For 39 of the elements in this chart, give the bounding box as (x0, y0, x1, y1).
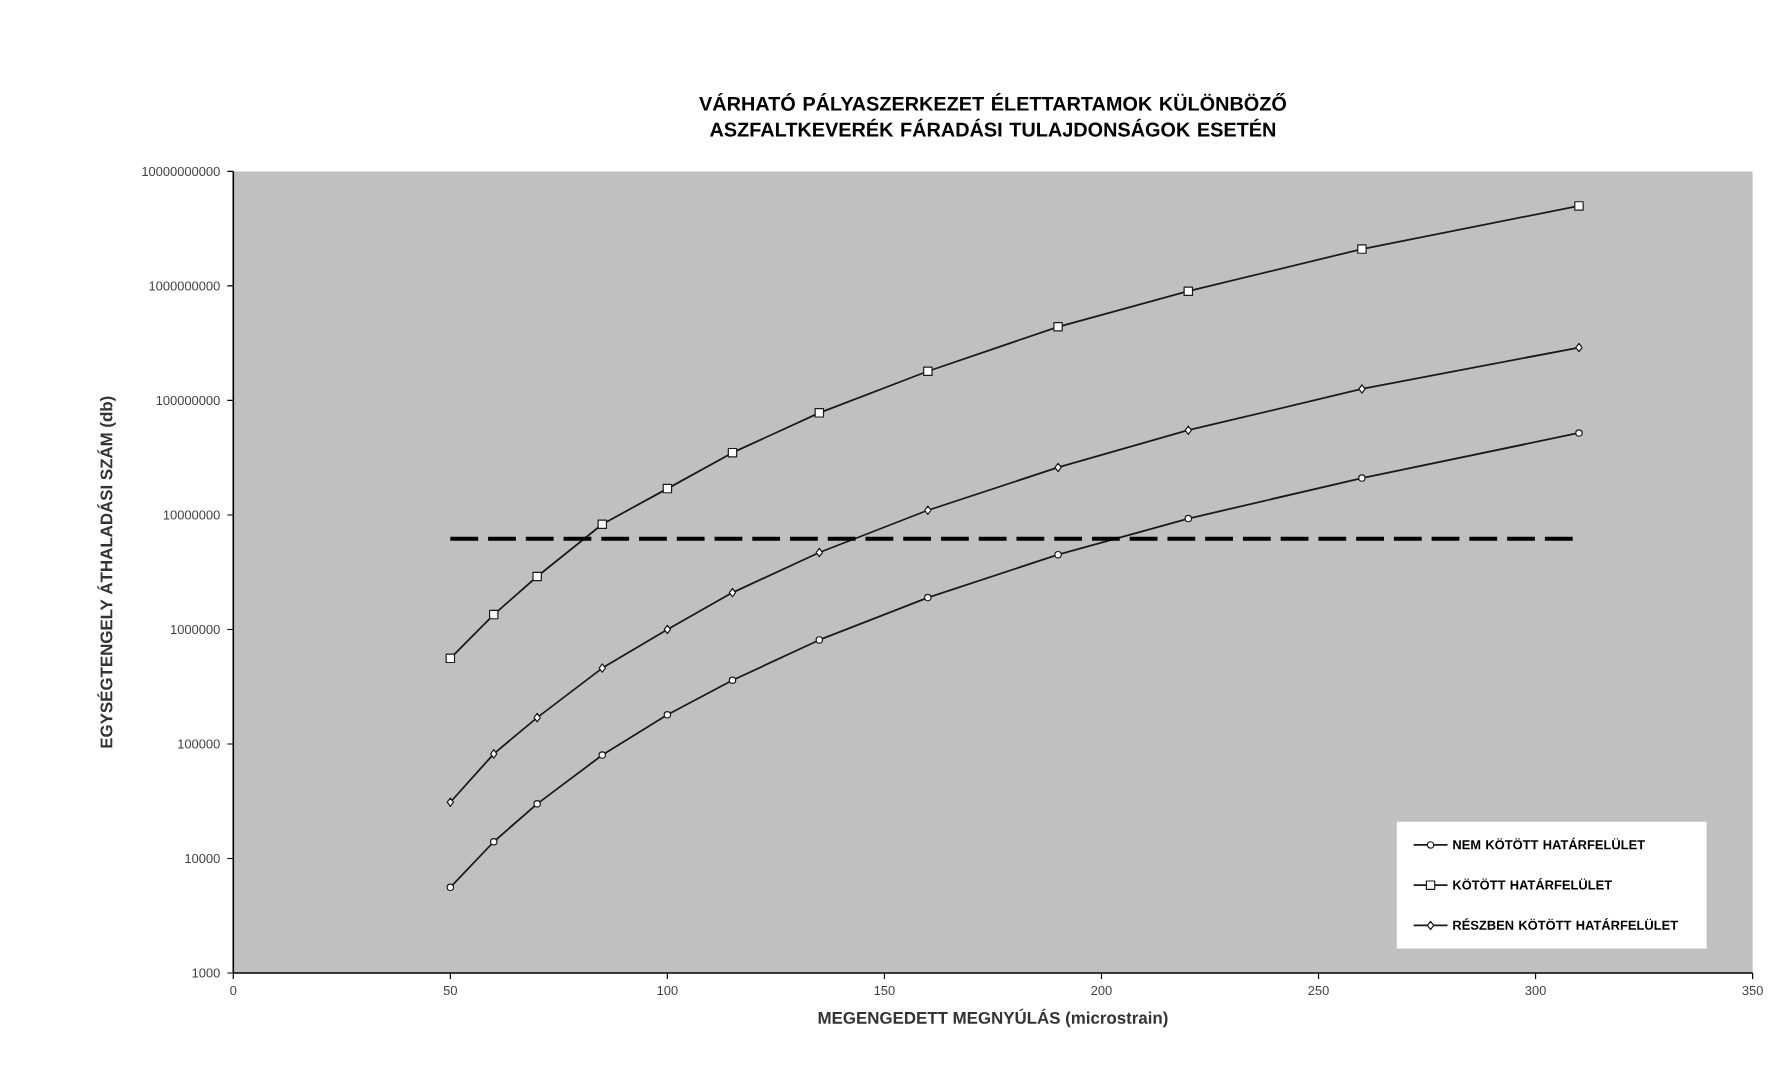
point (532, 571, 542, 581)
x-axis-title: MEGENGEDETT MEGNYÚLÁS (microstrain) (818, 1008, 1168, 1027)
point (1054, 550, 1062, 559)
point (1358, 383, 1366, 394)
point (815, 635, 824, 644)
point (1184, 425, 1193, 435)
point (598, 750, 607, 759)
point (1575, 342, 1583, 352)
point (598, 663, 606, 673)
point (924, 593, 932, 602)
point (924, 505, 932, 515)
point (663, 624, 672, 634)
point (663, 710, 672, 719)
point (1357, 243, 1367, 254)
point (597, 519, 608, 529)
point (727, 447, 738, 458)
point (1053, 321, 1063, 332)
point (490, 748, 498, 759)
point (488, 609, 499, 620)
point (1184, 514, 1193, 523)
point (445, 653, 456, 663)
point (814, 407, 825, 418)
point (923, 366, 933, 376)
point (1574, 200, 1584, 211)
point (446, 883, 455, 891)
point (662, 483, 673, 494)
chart-title: VÁRHATÓ PÁLYASZERKEZET ÉLETTARTAMOK KÜLÖNBÖZŐ ASZFALTKEVERÉK FÁRADÁSI TULAJDONSÁGOK ESETÉN (699, 92, 1286, 137)
point (489, 837, 498, 846)
point (728, 676, 737, 684)
y-axis-title: EGYSÉGTENGELY ÁTHALADÁSI SZÁM (db) (97, 396, 116, 748)
point (533, 712, 541, 723)
point (446, 797, 455, 807)
point (1575, 428, 1583, 437)
point (1183, 286, 1194, 296)
point (815, 547, 824, 557)
point (533, 799, 541, 808)
point (1054, 462, 1062, 472)
point (728, 587, 737, 598)
point (1358, 473, 1366, 482)
